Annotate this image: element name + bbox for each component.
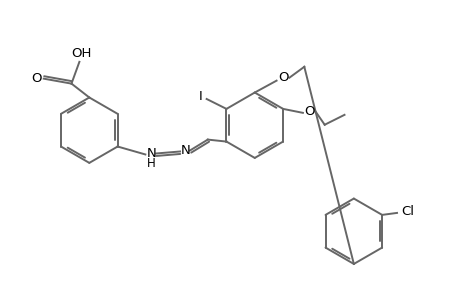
- Text: N: N: [181, 144, 190, 157]
- Text: OH: OH: [71, 47, 91, 60]
- Text: N: N: [146, 147, 156, 160]
- Text: O: O: [32, 72, 42, 85]
- Text: Cl: Cl: [401, 206, 414, 218]
- Text: O: O: [304, 105, 314, 119]
- Text: H: H: [146, 157, 155, 170]
- Text: I: I: [198, 89, 202, 103]
- Text: O: O: [278, 71, 288, 84]
